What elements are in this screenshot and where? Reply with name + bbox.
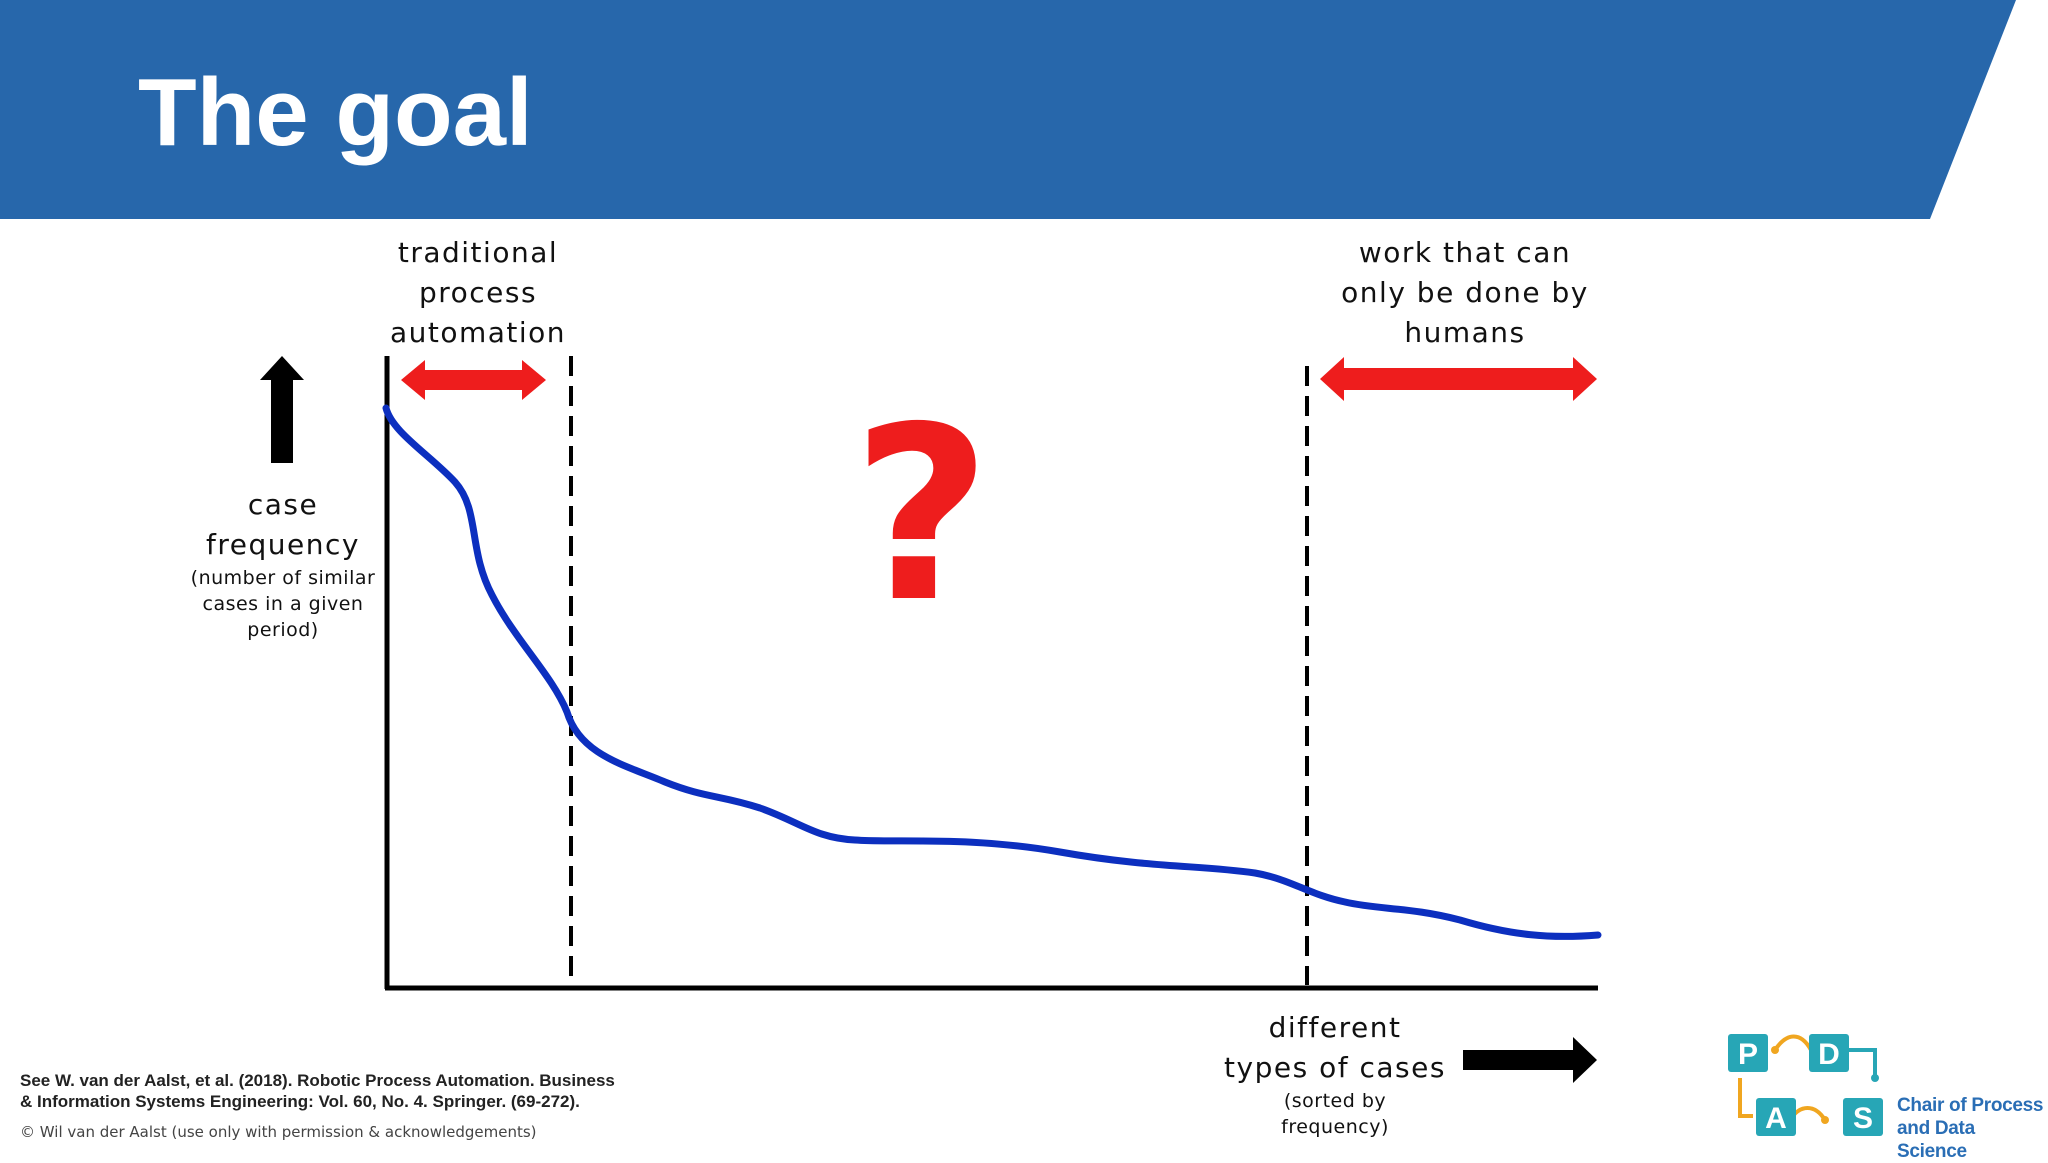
- label-line: process: [418, 276, 538, 309]
- y-axis-note-line: period): [247, 619, 319, 641]
- logo-connector: [1847, 1048, 1877, 1078]
- logo-tile-a: [1756, 1098, 1796, 1136]
- double-headed-arrow-icon: [401, 360, 546, 400]
- x-axis-note-line: frequency): [1281, 1116, 1389, 1138]
- logo-node: [1771, 1046, 1779, 1054]
- label-line: automation: [389, 316, 567, 349]
- reference-line: & Information Systems Engineering: Vol. …: [20, 1092, 580, 1111]
- logo-tagline-line: and Data Science: [1897, 1118, 1975, 1162]
- up-arrow-icon: [260, 356, 304, 463]
- question-mark: ?: [852, 375, 992, 655]
- label-line: humans: [1404, 316, 1526, 349]
- label-line: traditional: [397, 236, 559, 269]
- reference-citation: See W. van der Aalst, et al. (2018). Rob…: [20, 1070, 660, 1112]
- logo-letter-p: P: [1738, 1038, 1758, 1071]
- traditional-automation-label: traditional process automation: [368, 233, 588, 353]
- logo-letter-d: D: [1818, 1038, 1840, 1071]
- y-axis-title-line: frequency: [206, 528, 360, 561]
- y-axis-label: case frequency (number of similar cases …: [178, 485, 388, 643]
- logo-tile-p: [1728, 1034, 1768, 1072]
- logo-connector: [1773, 1034, 1813, 1052]
- title-banner: [0, 0, 2016, 219]
- logo-node: [1821, 1116, 1829, 1124]
- logo-tagline-line: Chair of Process: [1897, 1095, 2044, 1116]
- reference-line: See W. van der Aalst, et al. (2018). Rob…: [20, 1071, 615, 1090]
- y-axis-note-line: cases in a given: [202, 593, 364, 615]
- logo-tile-s: [1843, 1098, 1883, 1136]
- right-arrow-icon: [1463, 1037, 1597, 1083]
- y-axis-note-line: (number of similar: [190, 567, 376, 589]
- x-axis-note-line: (sorted by: [1283, 1090, 1387, 1112]
- label-line: work that can: [1358, 236, 1572, 269]
- human-work-label: work that can only be done by humans: [1330, 233, 1600, 353]
- logo-letter-a: A: [1765, 1102, 1787, 1135]
- x-axis-title-line: types of cases: [1224, 1051, 1446, 1084]
- x-axis-title-line: different: [1268, 1011, 1402, 1044]
- logo-letter-s: S: [1853, 1102, 1873, 1135]
- logo-tile-d: [1809, 1034, 1849, 1072]
- logo-tagline: Chair of Process and Data Science: [1897, 1094, 2047, 1163]
- pads-logo: P D A S: [1728, 1034, 1883, 1136]
- label-line: only be done by: [1341, 276, 1589, 309]
- x-axis-label: different types of cases (sorted by freq…: [1190, 1008, 1480, 1140]
- banner-shape: [0, 0, 2016, 219]
- case-frequency-curve: [382, 404, 1602, 940]
- double-headed-arrow-icon: [1320, 357, 1597, 401]
- slide-title: The goal: [138, 59, 533, 166]
- logo-node: [1871, 1074, 1879, 1082]
- copyright-notice: © Wil van der Aalst (use only with permi…: [20, 1123, 537, 1141]
- logo-connector: [1738, 1078, 1753, 1118]
- y-axis-title-line: case: [247, 488, 319, 521]
